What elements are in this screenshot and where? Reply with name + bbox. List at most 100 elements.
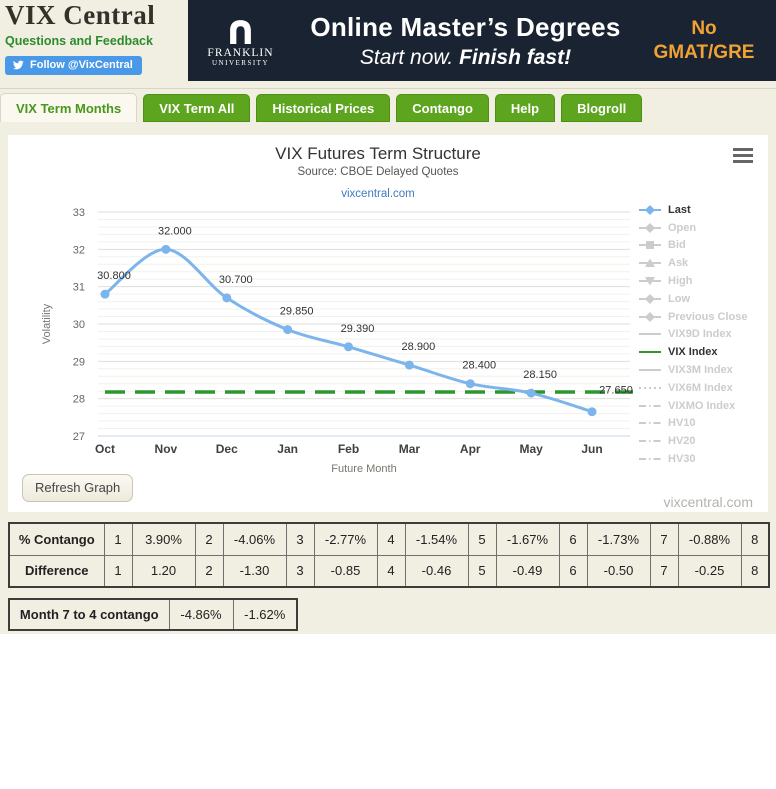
legend-item-vix6m-index[interactable]: VIX6M Index <box>638 379 747 397</box>
summary-label: Month 7 to 4 contango <box>8 598 170 631</box>
last-series-line <box>103 247 594 414</box>
month-index-cell: 2 <box>194 522 224 556</box>
legend-item-ask[interactable]: Ask <box>638 254 747 272</box>
month-index-cell: 1 <box>103 554 133 588</box>
y-tick-label: 28 <box>73 394 85 406</box>
ad-cta-line1: No <box>691 17 717 39</box>
y-axis-title: Volatility <box>41 303 53 344</box>
data-point-label: 28.900 <box>402 341 436 353</box>
legend-item-vixmo-index[interactable]: VIXMO Index <box>638 397 747 415</box>
data-point-marker <box>161 244 171 254</box>
month-index-cell: 7 <box>649 522 679 556</box>
legend-label: VIX Index <box>668 346 718 359</box>
x-tick-label: Feb <box>338 442 359 456</box>
value-cell: 3.90% <box>131 522 196 556</box>
chart-watermark: vixcentral.com <box>663 494 753 510</box>
legend-label: VIX3M Index <box>668 364 733 377</box>
value-cell: -0.88% <box>677 522 742 556</box>
tab-vix-term-all[interactable]: VIX Term All <box>143 94 251 122</box>
tab-blogroll[interactable]: Blogroll <box>561 94 643 122</box>
summary-value-cell: -1.62% <box>232 598 298 631</box>
tab-historical-prices[interactable]: Historical Prices <box>256 94 391 122</box>
legend-item-hv30[interactable]: HV30 <box>638 450 747 468</box>
ad-headline: Online Master’s Degrees <box>310 11 621 42</box>
vixcentral-link[interactable]: vixcentral.com <box>341 188 415 200</box>
month-index-cell: 5 <box>467 554 497 588</box>
data-point-marker <box>344 342 353 352</box>
x-axis-title: Future Month <box>331 463 396 475</box>
y-tick-label: 32 <box>73 244 85 256</box>
tab-contango[interactable]: Contango <box>396 94 489 122</box>
chart-panel: 27 28 29 30 31 32 33 Oct Nov Dec Jan Feb Mar Apr May Ju… <box>8 135 768 512</box>
legend-item-low[interactable]: Low <box>638 290 747 308</box>
page: VIX Central Questions and Feedback Follo… <box>0 0 776 634</box>
legend-item-high[interactable]: High <box>638 272 747 290</box>
contango-table: % Contango 1 3.90% 2 -4.06% 3 -2.77% 4 -1.54% 5 -1… <box>8 522 770 588</box>
data-point-marker <box>465 379 475 389</box>
legend-label: Bid <box>668 239 686 252</box>
ad-cta-line2: GMAT/GRE <box>653 41 755 63</box>
x-tick-label: Jan <box>277 442 298 456</box>
refresh-graph-button[interactable]: Refresh Graph <box>22 474 134 502</box>
legend-marker-icon <box>639 440 661 443</box>
legend-marker-icon <box>639 404 661 407</box>
legend-item-vix3m-index[interactable]: VIX3M Index <box>638 361 747 379</box>
data-point-marker <box>100 289 110 299</box>
twitter-follow-label: Follow @VixCentral <box>30 59 133 71</box>
chart-menu-icon[interactable] <box>733 148 753 163</box>
x-tick-label: May <box>519 442 543 456</box>
legend-label: Ask <box>668 257 689 270</box>
tab-vix-term-months[interactable]: VIX Term Months <box>0 93 138 122</box>
month-index-cell: 4 <box>376 554 406 588</box>
data-point-marker <box>587 407 597 417</box>
legend-label: HV20 <box>668 435 696 448</box>
legend-item-hv10[interactable]: HV10 <box>638 415 747 433</box>
legend-label: Previous Close <box>668 310 748 323</box>
value-cell: -0.50 <box>586 554 651 588</box>
legend-marker-icon <box>639 458 661 461</box>
table-row-difference: Difference 1 1.20 2 -1.30 3 -0.85 4 -0.46 5 -0.49 6… <box>8 554 770 588</box>
legend-item-vix9d-index[interactable]: VIX9D Index <box>638 326 747 344</box>
chart-title: VIX Futures Term Structure <box>275 144 481 163</box>
legend-item-hv20[interactable]: HV20 <box>638 432 747 450</box>
value-cell: -1.54% <box>404 522 469 556</box>
tab-help[interactable]: Help <box>494 94 556 122</box>
summary-row: Month 7 to 4 contango -4.86% -1.62% <box>8 598 298 631</box>
legend-item-last[interactable]: Last <box>638 201 747 219</box>
feedback-link[interactable]: Questions and Feedback <box>5 34 153 48</box>
chart-legend: Last Open Bid Ask High Low Previous Close VIX9D… <box>638 201 747 468</box>
ad-subline-regular: Start now. <box>359 45 460 69</box>
legend-label: HV10 <box>668 417 696 430</box>
legend-label: VIXMO Index <box>668 399 736 412</box>
row-label: Difference <box>8 554 105 588</box>
ad-banner[interactable]: FRANKLIN UNIVERSITY Online Master’s Degr… <box>188 0 776 81</box>
row-label: % Contango <box>8 522 105 556</box>
month-index-cell: 7 <box>649 554 679 588</box>
y-tick-label: 27 <box>73 431 85 443</box>
ad-cta: No GMAT/GRE <box>638 17 776 65</box>
legend-item-bid[interactable]: Bid <box>638 237 747 255</box>
ad-subline-bold: Finish fast! <box>459 45 572 69</box>
legend-item-vix-index[interactable]: VIX Index <box>638 343 747 361</box>
data-point-label: 32.000 <box>158 225 192 237</box>
legend-label: HV30 <box>668 453 696 466</box>
legend-marker-icon <box>639 422 661 425</box>
legend-marker-icon <box>639 258 661 268</box>
legend-item-open[interactable]: Open <box>638 219 747 237</box>
x-tick-label: Oct <box>95 442 115 456</box>
legend-marker-icon <box>639 369 661 372</box>
month-index-cell: 2 <box>194 554 224 588</box>
ad-brand-sub: UNIVERSITY <box>212 58 269 67</box>
value-cell: -2.77% <box>313 522 378 556</box>
legend-marker-icon <box>639 386 661 389</box>
site-logo: VIX Central <box>5 0 156 30</box>
legend-marker-icon <box>639 311 661 322</box>
twitter-follow-button[interactable]: Follow @VixCentral <box>5 56 142 75</box>
month-index-cell: 6 <box>558 554 588 588</box>
data-point-label: 28.400 <box>462 360 496 372</box>
legend-item-previous-close[interactable]: Previous Close <box>638 308 747 326</box>
value-cell: -1.73% <box>586 522 651 556</box>
legend-marker-icon <box>639 204 661 215</box>
legend-label: Open <box>668 221 697 234</box>
legend-label: VIX6M Index <box>668 381 733 394</box>
